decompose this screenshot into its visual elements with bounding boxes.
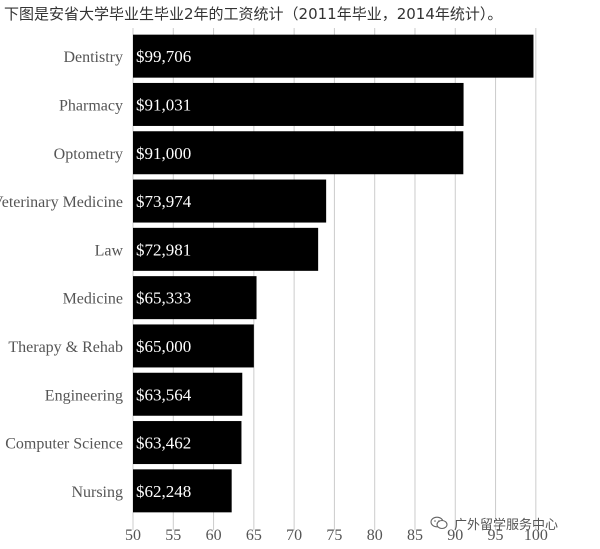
category-label: Therapy & Rehab — [8, 339, 123, 356]
bar — [133, 34, 534, 78]
x-tick-label: 75 — [326, 527, 342, 544]
bar-value-label: $63,462 — [136, 434, 191, 453]
x-tick-label: 85 — [407, 527, 423, 544]
x-tick-label: 95 — [488, 527, 504, 544]
bar-layer: $99,706 $91,031 $91,000 $73,974 $72,981 $65,3… — [133, 34, 534, 513]
page-title: 下图是安省大学毕业生毕业2年的工资统计（2011年毕业，2014年统计）。 — [4, 5, 503, 23]
category-label: Dentistry — [63, 49, 123, 66]
bar-value-label: $72,981 — [136, 240, 191, 259]
x-tick-label: 70 — [286, 527, 302, 544]
watermark-text: 广外留学服务中心 — [454, 517, 559, 533]
bar-value-label: $65,333 — [136, 289, 191, 308]
bar-value-label: $91,000 — [136, 144, 191, 163]
x-tick-label: 100 — [524, 527, 548, 544]
bar — [133, 131, 464, 175]
category-label: Optometry — [54, 146, 123, 163]
bar — [133, 179, 327, 223]
x-tick-layer: 50 55 60 65 70 75 80 85 90 95 100 — [125, 527, 548, 544]
wechat-icon — [430, 516, 448, 530]
bar-value-label: $63,564 — [136, 385, 192, 404]
bar — [133, 421, 242, 465]
bar-value-label: $65,000 — [136, 337, 191, 356]
category-label: Computer Science — [5, 436, 123, 453]
bar — [133, 469, 232, 513]
bar — [133, 324, 254, 368]
category-label: Nursing — [71, 484, 123, 501]
bar — [133, 227, 319, 271]
x-tick-label: 50 — [125, 527, 141, 544]
category-label: Pharmacy — [59, 97, 123, 114]
bar-value-label: $99,706 — [136, 47, 191, 66]
category-label: Engineering — [45, 387, 123, 404]
x-tick-label: 90 — [447, 527, 463, 544]
x-tick-label: 60 — [206, 527, 222, 544]
category-label: Veterinary Medicine — [0, 194, 123, 211]
bar-value-label: $73,974 — [136, 192, 192, 211]
category-label: Law — [95, 242, 124, 259]
bar — [133, 276, 257, 320]
bar — [133, 82, 464, 126]
bar-value-label: $62,248 — [136, 482, 191, 501]
x-tick-label: 55 — [165, 527, 181, 544]
category-label: Medicine — [63, 291, 123, 308]
category-label-layer: Dentistry Pharmacy Optometry Veterinary Med… — [0, 49, 123, 501]
bar-value-label: $91,031 — [136, 95, 191, 114]
watermark: 广外留学服务中心 — [430, 512, 558, 534]
bar — [133, 372, 243, 416]
x-tick-label: 80 — [367, 527, 383, 544]
x-tick-label: 65 — [246, 527, 262, 544]
